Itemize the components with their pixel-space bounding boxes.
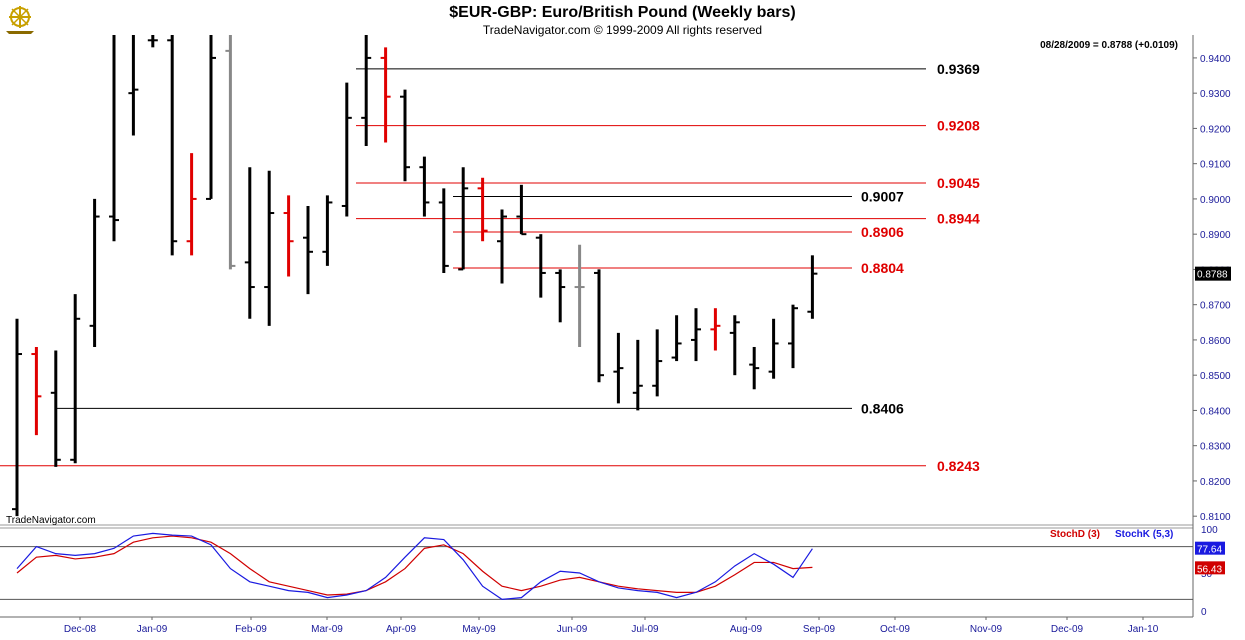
last-quote-readout: 08/28/2009 = 0.8788 (+0.0109): [1040, 40, 1178, 51]
y-tick-label: 0.8400: [1200, 406, 1231, 417]
stoch-y-tick-label: 0: [1201, 607, 1207, 618]
y-tick-label: 0.8900: [1200, 230, 1231, 241]
x-tick-label: Dec-08: [64, 624, 97, 635]
level-label: 0.8804: [861, 260, 904, 276]
level-label: 0.8406: [861, 400, 904, 416]
x-tick-label: Oct-09: [880, 624, 910, 635]
x-tick-label: Sep-09: [803, 624, 836, 635]
x-tick-label: Nov-09: [970, 624, 1003, 635]
stoch-d-legend: StochD (3): [1050, 529, 1100, 540]
level-label: 0.9007: [861, 188, 904, 204]
last-price-label: 0.8788: [1197, 270, 1228, 281]
level-label: 0.8906: [861, 224, 904, 240]
x-tick-label: Jul-09: [631, 624, 659, 635]
stoch-d-value: 56.43: [1197, 564, 1222, 575]
chart-header: $EUR-GBP: Euro/British Pound (Weekly bar…: [0, 0, 1245, 40]
y-tick-label: 0.8500: [1200, 371, 1231, 382]
y-tick-label: 0.8200: [1200, 477, 1231, 488]
level-label: 0.8243: [937, 458, 980, 474]
stoch-y-tick-label: 50: [1201, 569, 1213, 580]
y-tick-label: 0.8600: [1200, 336, 1231, 347]
x-tick-label: Jan-10: [1128, 624, 1159, 635]
y-tick-label: 0.9100: [1200, 160, 1231, 171]
stoch-k-line: [16, 532, 813, 601]
y-tick-label: 0.9000: [1200, 195, 1231, 206]
price-axis-panel: [1193, 35, 1245, 640]
stoch-y-tick-label: 100: [1201, 525, 1218, 536]
watermark-text: TradeNavigator.com: [6, 515, 96, 526]
x-tick-label: Dec-09: [1051, 624, 1084, 635]
copyright-text: TradeNavigator.com © 1999-2009 All right…: [482, 23, 763, 37]
y-tick-label: 0.8700: [1200, 301, 1231, 312]
stoch-d-value-box: [1195, 561, 1225, 575]
x-tick-label: Aug-09: [730, 624, 763, 635]
last-price-box: [1195, 266, 1231, 281]
x-tick-label: Mar-09: [311, 624, 343, 635]
x-tick-label: May-09: [462, 624, 496, 635]
x-tick-label: Apr-09: [386, 624, 416, 635]
x-tick-label: Jan-09: [137, 624, 168, 635]
stoch-k-legend: StochK (5,3): [1115, 529, 1173, 540]
level-label: 0.9369: [937, 61, 980, 77]
stoch-k-value: 77.64: [1197, 545, 1222, 556]
x-tick-label: Feb-09: [235, 624, 267, 635]
x-tick-label: Jun-09: [557, 624, 588, 635]
y-tick-label: 0.9400: [1200, 54, 1231, 65]
level-label: 0.8944: [937, 211, 980, 227]
y-tick-label: 0.8100: [1200, 512, 1231, 523]
y-tick-label: 0.9200: [1200, 124, 1231, 135]
stoch-d-line: [16, 535, 813, 596]
y-tick-label: 0.9300: [1200, 89, 1231, 100]
ship-wheel-logo-icon: [6, 6, 34, 34]
chart-title: $EUR-GBP: Euro/British Pound (Weekly bar…: [449, 4, 796, 21]
stoch-k-value-box: [1195, 541, 1225, 555]
level-label: 0.9045: [937, 175, 980, 191]
y-tick-label: 0.8300: [1200, 442, 1231, 453]
level-label: 0.9208: [937, 118, 980, 134]
